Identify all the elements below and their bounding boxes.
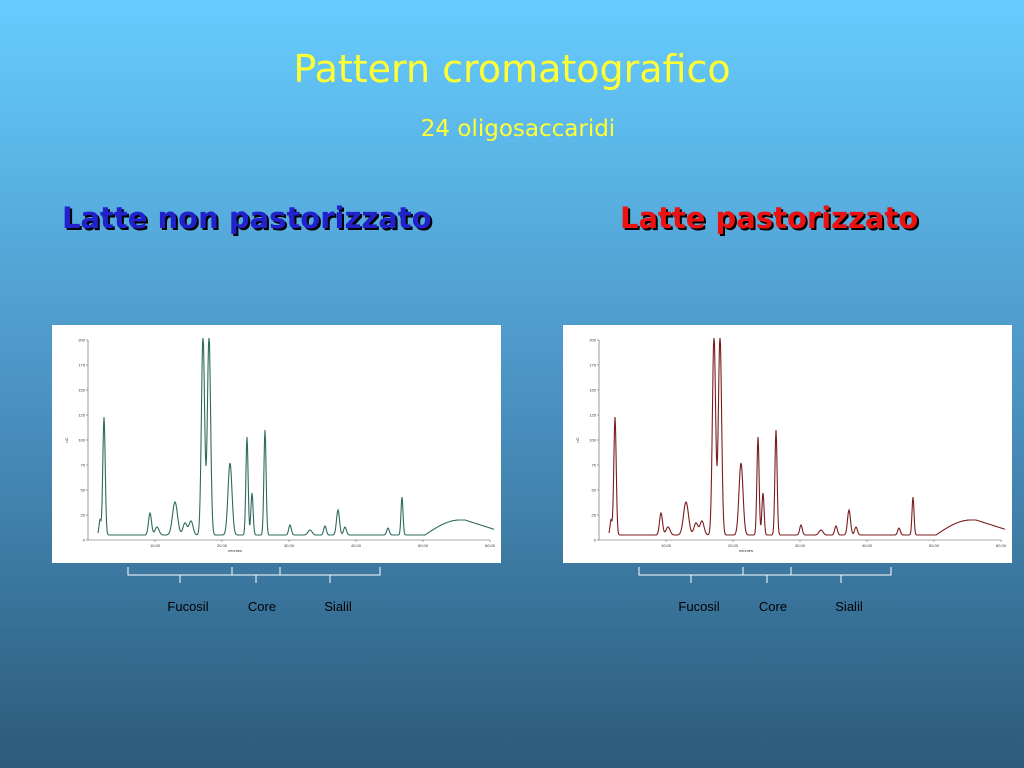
- group-label: Core: [759, 599, 787, 614]
- chromatogram-trace: [608, 337, 1006, 536]
- panel-heading-shadow: Latte non pastorizzato: [64, 203, 434, 237]
- y-tick-label: 150: [589, 388, 596, 393]
- x-tick-label: 10.00: [661, 543, 672, 548]
- y-tick-label: 175: [589, 363, 596, 368]
- group-bracket: [790, 567, 892, 583]
- y-tick-label: 75: [592, 463, 597, 468]
- panel-heading-shadow: Latte pastorizzato: [622, 203, 920, 237]
- x-tick-label: 50.00: [418, 543, 429, 548]
- y-tick-label: 125: [78, 413, 85, 418]
- x-tick-label: 50.00: [929, 543, 940, 548]
- y-axis-title: nC: [64, 437, 69, 442]
- slide-subtitle: 24 oligosaccaridi: [421, 116, 615, 142]
- y-axis-title: nC: [575, 437, 580, 442]
- x-tick-label: 30.00: [795, 543, 806, 548]
- y-tick-label: 50: [592, 488, 597, 493]
- y-tick-label: 50: [81, 488, 86, 493]
- group-label: Fucosil: [167, 599, 208, 614]
- chromatogram-trace: [97, 337, 495, 536]
- slide-title: Pattern cromatografico: [293, 47, 730, 91]
- chromatogram-frame: [52, 325, 501, 563]
- panel-heading: Latte non pastorizzato: [62, 201, 432, 235]
- y-tick-label: 75: [81, 463, 86, 468]
- x-tick-label: 20.00: [728, 543, 739, 548]
- y-tick-label: 25: [592, 513, 597, 518]
- x-tick-label: 40.00: [862, 543, 873, 548]
- x-tick-label: 20.00: [217, 543, 228, 548]
- group-label: Fucosil: [678, 599, 719, 614]
- panel-heading: Latte pastorizzato: [620, 201, 918, 235]
- x-axis-title: minutes: [228, 548, 242, 553]
- chromatogram-frame: [563, 325, 1012, 563]
- x-axis-title: minutes: [739, 548, 753, 553]
- y-tick-label: 175: [78, 363, 85, 368]
- x-tick-label: 10.00: [150, 543, 161, 548]
- y-tick-label: 150: [78, 388, 85, 393]
- y-tick-label: 100: [589, 438, 596, 443]
- y-tick-label: 0: [83, 538, 86, 543]
- y-tick-label: 0: [594, 538, 597, 543]
- y-tick-label: 125: [589, 413, 596, 418]
- x-tick-label: 60.00: [485, 543, 496, 548]
- group-label: Sialil: [835, 599, 863, 614]
- x-tick-label: 30.00: [284, 543, 295, 548]
- group-label: Core: [248, 599, 276, 614]
- y-tick-label: 25: [81, 513, 86, 518]
- x-tick-label: 60.00: [996, 543, 1007, 548]
- group-label: Sialil: [324, 599, 352, 614]
- y-tick-label: 200: [589, 338, 596, 343]
- y-tick-label: 200: [78, 338, 85, 343]
- y-tick-label: 100: [78, 438, 85, 443]
- x-tick-label: 40.00: [351, 543, 362, 548]
- group-bracket: [279, 567, 381, 583]
